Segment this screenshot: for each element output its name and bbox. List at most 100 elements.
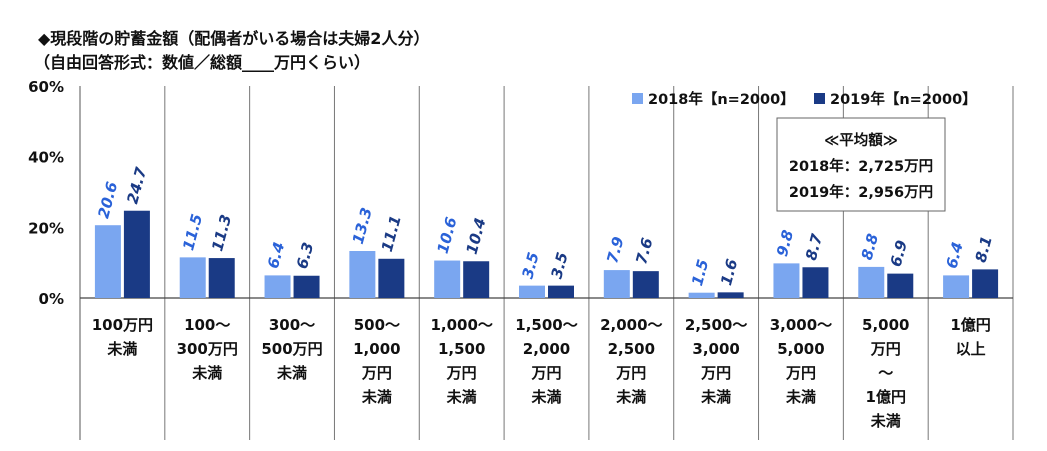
bar-2018 [94, 225, 121, 298]
data-label: 8.7 [802, 231, 826, 262]
category-label-line: 未満 [106, 340, 137, 358]
bars-layer [94, 210, 999, 298]
data-label: 1.5 [688, 257, 712, 287]
bar-2019 [378, 258, 405, 298]
category-label: 100～ 300万円未満 [177, 316, 238, 382]
legend-swatch [632, 93, 643, 104]
y-tick-label: 0% [39, 290, 64, 308]
bar-2019 [632, 271, 659, 298]
category-label-line: 未満 [700, 388, 731, 406]
data-label: 3.5 [518, 250, 542, 280]
data-label: 6.4 [264, 240, 288, 270]
bar-2018 [773, 263, 800, 298]
category-label-line: 1億円 [866, 388, 906, 406]
category-label-line: 未満 [785, 388, 816, 406]
legend: 2018年【n=2000】 2019年【n=2000】 [632, 90, 977, 108]
y-tick-label: 20% [28, 219, 64, 237]
data-label: 1.6 [717, 257, 741, 287]
category-label-line: 1,500 [438, 340, 485, 358]
bar-2018 [603, 270, 630, 298]
category-label-line: 万円 [446, 364, 477, 382]
category-label-line: 未満 [191, 364, 222, 382]
category-label-line: 万円 [700, 364, 731, 382]
category-label: 2,500～ 3,000 万円未満 [685, 316, 747, 406]
data-label: 11.1 [378, 213, 405, 253]
data-label: 8.1 [972, 234, 996, 264]
average-line: 2019年：2,956万円 [789, 183, 933, 201]
category-label-line: 未満 [276, 364, 307, 382]
category-label-line: 万円 [785, 364, 816, 382]
category-label-line: 万円 [361, 364, 392, 382]
category-label-line: ～ [878, 364, 893, 382]
category-label-line: 2,500～ [685, 316, 747, 334]
category-label-line: 100～ [184, 316, 230, 334]
bar-2019 [972, 269, 999, 298]
category-label-line: 未満 [446, 388, 477, 406]
axis-layer: 0% 20% 40% 60% [28, 78, 1014, 440]
average-line: 2018年：2,725万円 [789, 157, 933, 175]
chart-title: ◆現段階の貯蓄金額（配偶者がいる場合は夫婦2人分） [38, 29, 429, 48]
y-tick-label: 40% [28, 149, 64, 167]
bar-2018 [349, 251, 376, 298]
category-label-line: 万円 [530, 364, 561, 382]
category-label-line: 未満 [615, 388, 646, 406]
average-box: ≪平均額≫ 2018年：2,725万円 2019年：2,956万円 [776, 117, 946, 212]
category-label-line: 3,000 [692, 340, 739, 358]
category-label-line: 500～ [354, 316, 400, 334]
bar-2018 [519, 285, 545, 298]
bar-2019 [208, 258, 235, 298]
category-label-line: 1,000～ [430, 316, 492, 334]
category-label-line: 500万円 [261, 340, 322, 358]
bar-2018 [858, 266, 885, 298]
category-label: 300～ 500万円未満 [261, 316, 322, 382]
legend-swatch [814, 93, 825, 104]
data-label: 10.6 [434, 215, 461, 255]
average-heading: ≪平均額≫ [824, 131, 898, 149]
data-label: 7.6 [632, 236, 656, 266]
category-label: 100万円未満 [92, 316, 153, 358]
legend-label: 2019年【n=2000】 [830, 90, 977, 108]
average-box-frame [776, 117, 946, 212]
data-label: 24.7 [123, 165, 150, 206]
data-label: 6.4 [943, 240, 967, 270]
data-label: 7.9 [603, 235, 627, 265]
category-label: 1,500～ 2,000 万円未満 [515, 316, 577, 406]
category-label: 1,000～ 1,500 万円未満 [430, 316, 492, 406]
y-tick-label: 60% [28, 78, 64, 96]
category-label-line: 5,000 [777, 340, 824, 358]
bar-2019 [123, 210, 150, 298]
bar-2019 [802, 267, 829, 298]
category-label: 500～ 1,000 万円未満 [353, 316, 400, 406]
category-label-line: 未満 [361, 388, 392, 406]
data-label: 6.9 [887, 238, 911, 268]
bar-2019 [548, 285, 574, 298]
data-label: 11.5 [179, 212, 206, 252]
bar-2019 [717, 292, 744, 298]
category-label: 5,000 万円 ～ 1億円未満 [862, 316, 909, 430]
data-label: 13.3 [349, 206, 376, 246]
data-label: 20.6 [94, 180, 121, 220]
data-label: 9.8 [773, 228, 797, 258]
category-label-line: 100万円 [92, 316, 153, 334]
category-label-line: 1億円 [950, 316, 990, 334]
bar-2019 [293, 275, 320, 298]
data-label: 8.8 [858, 232, 882, 262]
category-label-line: 以上 [956, 340, 986, 358]
data-label: 11.3 [208, 213, 235, 253]
category-label-line: 3,000～ [770, 316, 832, 334]
category-label: 3,000～ 5,000 万円未満 [770, 316, 832, 406]
bar-2018 [264, 275, 291, 298]
category-label-line: 未満 [870, 412, 901, 430]
bar-2019 [887, 273, 914, 298]
bar-2018 [688, 292, 715, 298]
category-label-line: 5,000 [862, 316, 909, 334]
category-label-line: 万円 [870, 340, 901, 358]
category-label-line: 2,000～ [600, 316, 662, 334]
bar-2018 [179, 257, 206, 298]
bar-2018 [434, 260, 461, 298]
category-label-line: 300万円 [177, 340, 238, 358]
data-label: 6.3 [293, 240, 317, 270]
category-label-line: 1,000 [353, 340, 400, 358]
